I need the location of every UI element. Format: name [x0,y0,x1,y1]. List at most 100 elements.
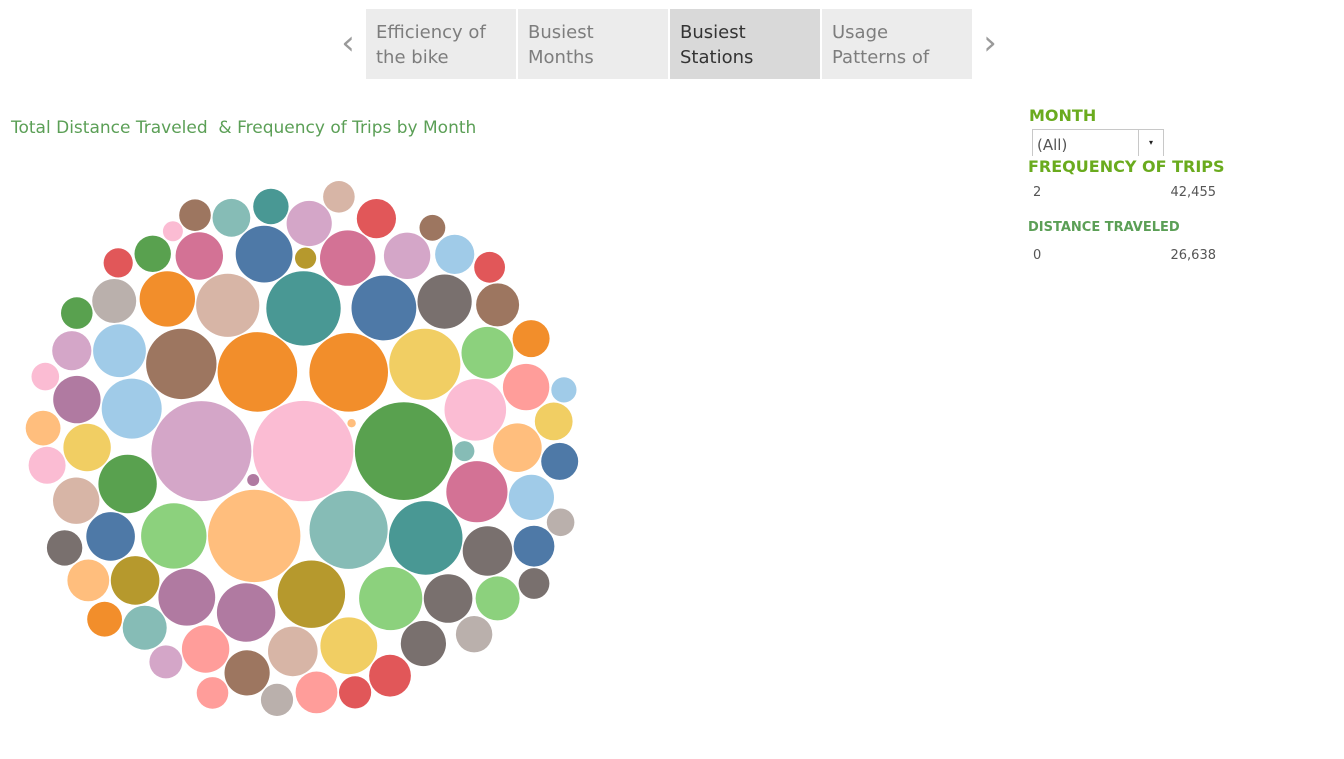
frequency-min: 2 [1033,185,1042,200]
bubble-mark[interactable] [354,402,453,500]
bubble-mark[interactable] [139,271,195,327]
bubble-mark[interactable] [149,645,183,679]
bubble-mark[interactable] [347,419,356,428]
bubble-mark[interactable] [455,616,493,653]
bubble-mark[interactable] [476,283,520,327]
bubble-mark[interactable] [179,199,211,231]
bubble-mark[interactable] [320,617,378,675]
bubble-mark[interactable] [339,676,372,709]
bubble-mark[interactable] [103,248,133,278]
tab-busiest-stations[interactable]: Busiest Stations [670,9,820,79]
bubble-mark[interactable] [309,490,388,569]
bubble-mark[interactable] [158,568,216,626]
bubble-mark[interactable] [502,363,550,411]
bubble-mark[interactable] [134,235,171,272]
bubble-mark[interactable] [493,423,542,473]
bubble-mark[interactable] [25,410,61,446]
bubble-mark[interactable] [235,225,293,283]
bubble-mark[interactable] [388,501,463,575]
month-filter-dropdown[interactable]: (All) ▾ [1032,129,1164,156]
bubble-mark[interactable] [435,234,475,274]
bubble-mark[interactable] [518,568,550,599]
bubble-mark[interactable] [101,378,162,439]
bubble-mark[interactable] [512,320,550,358]
bubble-mark[interactable] [277,560,346,628]
tab-busiest-months[interactable]: Busiest Months [518,9,668,79]
bubble-mark[interactable] [389,328,461,400]
bubble-mark[interactable] [309,333,389,412]
bubble-mark[interactable] [162,221,183,242]
bubble-mark[interactable] [400,620,446,667]
chevron-right-icon[interactable]: › [983,23,997,63]
bubble-mark[interactable] [444,379,507,441]
bubble-mark[interactable] [268,626,318,677]
bubble-mark[interactable] [534,402,573,441]
bubble-mark[interactable] [146,328,217,400]
bubble-mark[interactable] [417,274,472,329]
bubble-mark[interactable] [53,375,101,424]
bubble-mark[interactable] [446,461,508,523]
chart-title: Total Distance Traveled & Frequency of T… [11,118,477,138]
bubble-mark[interactable] [454,441,475,462]
bubble-mark[interactable] [181,625,230,673]
bubble-mark[interactable] [474,251,505,283]
bubble-mark[interactable] [546,508,575,537]
bubble-mark[interactable] [356,199,396,239]
bubble-mark[interactable] [541,442,579,480]
bubble-mark[interactable] [551,377,577,403]
bubble-mark[interactable] [295,247,317,269]
bubble-mark[interactable] [28,446,66,484]
bubble-mark[interactable] [224,650,270,696]
bubble-mark[interactable] [63,423,111,472]
bubble-mark[interactable] [196,273,260,337]
bubble-mark[interactable] [31,362,60,391]
bubble-mark[interactable] [217,332,298,412]
bubble-mark[interactable] [253,188,289,225]
bubble-mark[interactable] [175,232,223,280]
bubble-mark[interactable] [323,181,355,213]
bubble-mark[interactable] [266,271,341,346]
bubble-mark[interactable] [513,525,555,567]
bubble-mark[interactable] [52,477,100,524]
bubble-mark[interactable] [462,526,513,576]
bubble-mark[interactable] [383,232,431,279]
bubble-mark[interactable] [67,559,110,602]
bubble-mark[interactable] [87,601,122,637]
bubble-mark[interactable] [110,556,160,605]
bubble-mark[interactable] [359,566,423,631]
bubble-mark[interactable] [208,489,301,583]
bubble-mark[interactable] [98,454,157,514]
bubble-mark[interactable] [141,503,207,569]
bubble-mark[interactable] [419,214,446,241]
bubble-mark[interactable] [295,671,338,714]
distance-legend-range: 0 26,638 [1030,248,1216,270]
tab-usage-patterns[interactable]: Usage Patterns of [822,9,972,79]
bubble-mark[interactable] [216,583,276,642]
bubble-mark[interactable] [475,576,520,621]
bubble-mark[interactable] [92,279,137,323]
bubble-mark[interactable] [369,654,411,697]
bubble-mark[interactable] [52,331,92,371]
bubble-mark[interactable] [461,326,514,379]
bubble-mark[interactable] [508,474,554,520]
bubble-mark[interactable] [93,324,146,378]
bubble-mark[interactable] [253,400,354,502]
frequency-max: 42,455 [1170,185,1217,200]
bubble-mark[interactable] [286,200,332,247]
bubble-mark[interactable] [196,677,229,709]
bubble-mark[interactable] [260,683,294,717]
bubble-mark[interactable] [212,198,251,237]
bubble-mark[interactable] [320,230,376,286]
bubble-mark[interactable] [151,401,252,502]
tab-efficiency-of-the-bike[interactable]: Efficiency of the bike [366,9,516,79]
bubble-mark[interactable] [122,605,167,650]
bubble-mark[interactable] [423,574,473,623]
bubble-mark[interactable] [247,474,260,486]
month-filter-title: MONTH [1029,106,1097,125]
chevron-left-icon[interactable]: ‹ [341,23,355,63]
bubble-mark[interactable] [86,512,135,561]
bubble-mark[interactable] [61,297,93,329]
bubble-mark[interactable] [351,275,417,341]
bubble-mark[interactable] [46,530,83,566]
